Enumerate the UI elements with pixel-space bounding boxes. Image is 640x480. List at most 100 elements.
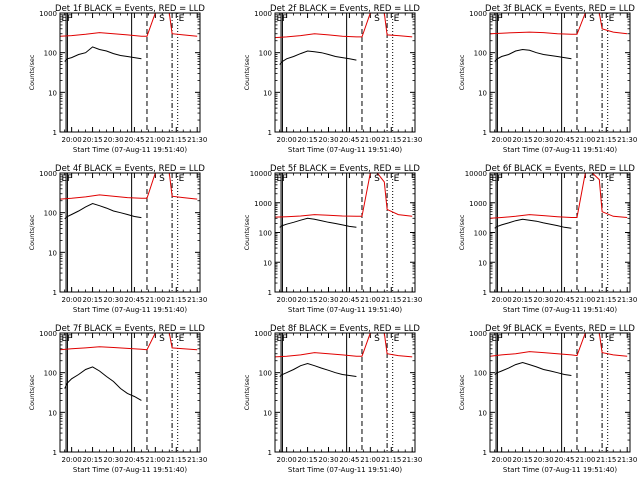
marker-label: S [589, 334, 595, 344]
marker-label: E [609, 14, 615, 24]
x-tick-label: 21:30 [402, 456, 422, 464]
marker-label: E [179, 174, 185, 184]
y-axis-label: Counts/sec [28, 374, 36, 410]
series-lld-line [489, 332, 628, 357]
plot-frame [274, 332, 416, 453]
y-tick-label: 1 [268, 289, 272, 297]
marker-label: E [491, 174, 497, 184]
panel-det-2: Det 2f BLACK = Events, RED = LLD Counts/s… [243, 4, 422, 154]
x-tick-label: 20:30 [318, 136, 338, 144]
y-axis-label: Counts/sec [243, 374, 251, 410]
plot-frame [489, 332, 631, 453]
x-axis-label: Start Time (07-Aug-11 19:51:40) [503, 146, 617, 154]
marker-label: E [276, 14, 282, 24]
x-tick-label: 20:00 [492, 296, 512, 304]
marker-label: E [61, 14, 67, 24]
x-tick-label: 21:00 [575, 456, 595, 464]
y-tick-label: 1 [53, 129, 57, 137]
x-axis-label: Start Time (07-Aug-11 19:51:40) [288, 146, 402, 154]
marker-label: E [276, 334, 282, 344]
marker-label: E [61, 334, 67, 344]
marker-label: F [67, 334, 72, 344]
marker-label: E [491, 14, 497, 24]
x-tick-label: 21:15 [596, 296, 616, 304]
x-tick-label: 20:00 [62, 456, 82, 464]
panel-det-5: Det 5f BLACK = Events, RED = LLD Counts/s… [243, 164, 422, 314]
x-tick-label: 20:15 [82, 456, 102, 464]
x-tick-label: 20:15 [297, 296, 317, 304]
x-tick-label: 21:15 [596, 456, 616, 464]
y-tick-label: 10 [263, 89, 272, 97]
x-axis-label: Start Time (07-Aug-11 19:51:40) [73, 306, 187, 314]
y-tick-label: 100 [44, 50, 57, 58]
x-axis-label: Start Time (07-Aug-11 19:51:40) [73, 466, 187, 474]
x-tick-label: 21:15 [381, 136, 401, 144]
x-tick-label: 21:00 [575, 136, 595, 144]
x-tick-label: 21:15 [596, 136, 616, 144]
panel-det-1: Det 1f BLACK = Events, RED = LLD Counts/s… [28, 4, 207, 154]
y-tick-label: 1000 [254, 330, 272, 338]
x-tick-label: 20:30 [103, 136, 123, 144]
series-events-line [64, 202, 142, 220]
marker-label: E [609, 334, 615, 344]
y-axis-label: Counts/sec [243, 214, 251, 250]
x-tick-label: 21:30 [402, 296, 422, 304]
x-tick-label: 21:00 [360, 296, 380, 304]
series-events-line [279, 362, 357, 377]
panel-title: Det 2f BLACK = Events, RED = LLD [270, 4, 420, 14]
y-tick-label: 10000 [465, 170, 487, 178]
y-tick-label: 10 [478, 409, 487, 417]
panel-det-9: Det 9f BLACK = Events, RED = LLD Counts/s… [458, 324, 637, 474]
marker-label: E [491, 334, 497, 344]
x-tick-label: 20:15 [82, 296, 102, 304]
y-tick-label: 100 [44, 210, 57, 218]
plot-frame [59, 172, 201, 293]
y-tick-label: 100 [474, 370, 487, 378]
plot-frame [489, 12, 631, 133]
marker-label: E [609, 174, 615, 184]
plot-frame [274, 12, 416, 133]
y-tick-label: 1 [53, 289, 57, 297]
x-tick-label: 20:45 [554, 296, 574, 304]
x-tick-label: 20:45 [554, 456, 574, 464]
y-tick-label: 1000 [39, 10, 57, 18]
x-tick-label: 21:30 [402, 136, 422, 144]
x-tick-label: 21:30 [617, 136, 637, 144]
x-tick-label: 21:30 [617, 456, 637, 464]
x-axis-label: Start Time (07-Aug-11 19:51:40) [73, 146, 187, 154]
panel-det-7: Det 7f BLACK = Events, RED = LLD Counts/s… [28, 324, 207, 474]
x-tick-label: 21:00 [145, 456, 165, 464]
x-axis-label: Start Time (07-Aug-11 19:51:40) [503, 306, 617, 314]
x-tick-label: 20:15 [297, 456, 317, 464]
x-tick-label: 20:00 [277, 296, 297, 304]
y-tick-label: 1000 [469, 200, 487, 208]
marker-label: S [589, 174, 595, 184]
y-tick-label: 10 [478, 89, 487, 97]
y-tick-label: 10 [263, 409, 272, 417]
y-tick-label: 10 [48, 89, 57, 97]
x-tick-label: 20:00 [492, 456, 512, 464]
x-tick-label: 21:00 [360, 136, 380, 144]
x-tick-label: 21:15 [166, 296, 186, 304]
marker-label: E [61, 174, 67, 184]
panel-det-4: Det 4f BLACK = Events, RED = LLD Counts/s… [28, 164, 207, 314]
y-tick-label: 1 [268, 449, 272, 457]
x-tick-label: 21:15 [381, 296, 401, 304]
y-tick-label: 10 [478, 259, 487, 267]
marker-label: S [374, 14, 380, 24]
panel-title: Det 4f BLACK = Events, RED = LLD [55, 164, 205, 174]
y-tick-label: 1 [483, 289, 487, 297]
y-tick-label: 1 [268, 129, 272, 137]
marker-label: S [159, 14, 165, 24]
y-tick-label: 100 [259, 370, 272, 378]
panel-det-8: Det 8f BLACK = Events, RED = LLD Counts/s… [243, 324, 422, 474]
x-tick-label: 21:00 [145, 136, 165, 144]
x-tick-label: 20:30 [103, 456, 123, 464]
x-tick-label: 21:00 [360, 456, 380, 464]
panel-det-3: Det 3f BLACK = Events, RED = LLD Counts/s… [458, 4, 637, 154]
marker-label: S [374, 174, 380, 184]
x-tick-label: 21:15 [166, 456, 186, 464]
y-tick-label: 100 [44, 370, 57, 378]
y-axis-label: Counts/sec [243, 54, 251, 90]
